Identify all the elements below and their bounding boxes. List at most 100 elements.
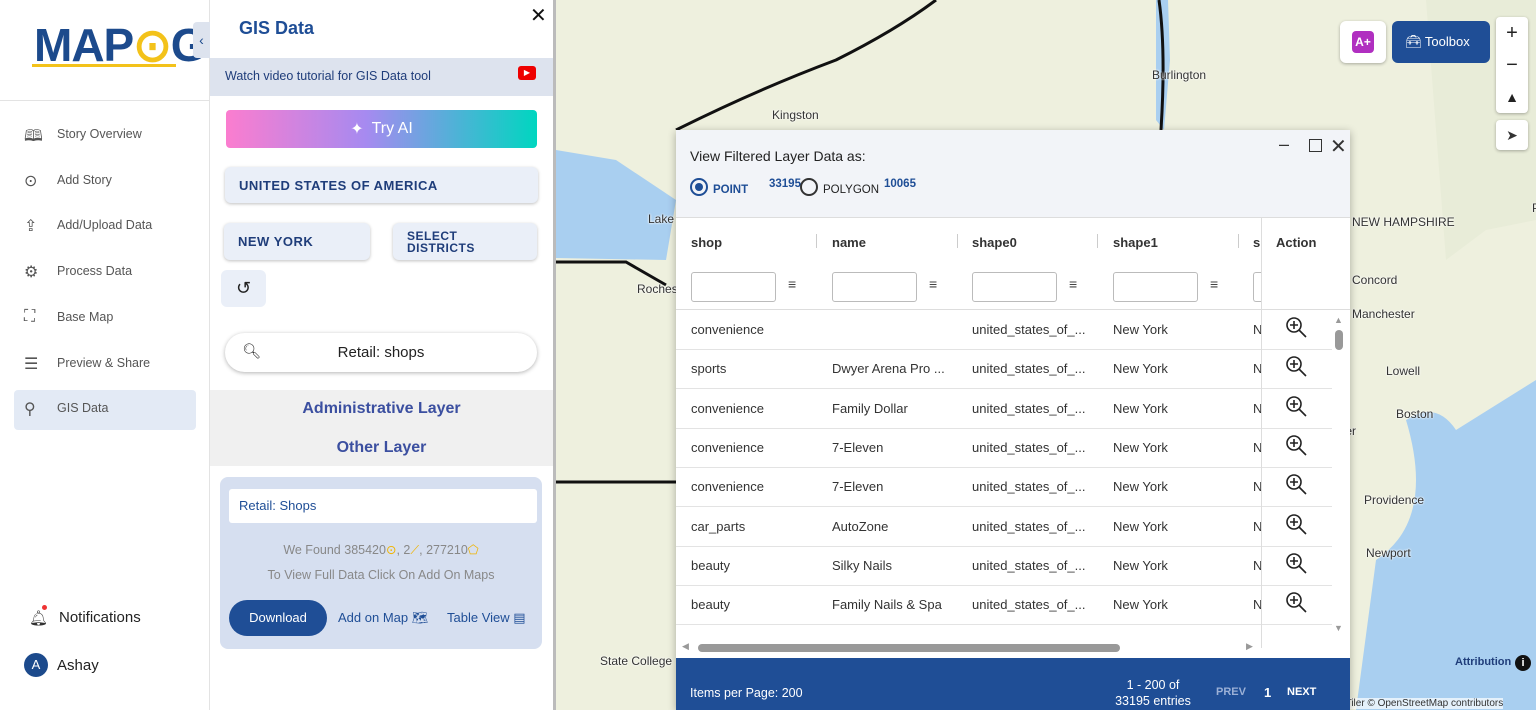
reset-button[interactable]: ↺ — [221, 270, 266, 307]
filter-icon[interactable]: ≡ — [1069, 276, 1078, 292]
cell: united_states_of_... — [972, 439, 1086, 455]
zoom-to-feature[interactable] — [1284, 472, 1310, 501]
cell: united_states_of_... — [972, 518, 1086, 534]
zoom-to-feature[interactable] — [1284, 354, 1310, 383]
add-on-map[interactable]: Add on Map 🗺︎ — [338, 610, 428, 626]
row-border — [676, 388, 1332, 390]
table-view-label: Table View — [447, 610, 510, 625]
hscroll-thumb[interactable] — [698, 644, 1120, 652]
cell: 7-Eleven — [832, 479, 884, 495]
prev[interactable]: PREV — [1216, 686, 1246, 698]
maximize[interactable] — [1309, 139, 1322, 152]
zoom-icon — [1286, 356, 1307, 377]
lens — [1286, 395, 1302, 412]
layer[interactable]: Other Layer — [336, 439, 427, 456]
option-count: 33195 — [769, 178, 801, 190]
attribution[interactable]: Attribution — [1455, 656, 1512, 668]
compass[interactable]: ▲ — [1505, 89, 1519, 105]
filter-input[interactable] — [832, 272, 917, 302]
close-button[interactable]: ✕ — [530, 5, 547, 27]
filter-icon[interactable]: ≡ — [1210, 276, 1219, 292]
page-number[interactable]: 1 — [1264, 685, 1272, 700]
cell: Family Nails & Spa — [832, 597, 942, 613]
menu-item[interactable]: Add/Upload Data — [57, 218, 153, 233]
close[interactable]: ✕ — [1330, 136, 1347, 158]
scroll-down[interactable]: ▼ — [1334, 623, 1343, 633]
found-label: We Found — [283, 543, 341, 557]
minimize[interactable]: – — [1279, 134, 1290, 154]
filter-input[interactable] — [1253, 272, 1261, 302]
radio[interactable] — [800, 178, 818, 196]
filter-input[interactable] — [972, 272, 1057, 302]
state-select[interactable]: NEW YORK — [224, 223, 370, 260]
zoom-to-feature[interactable] — [1284, 315, 1310, 344]
cell: N — [1253, 597, 1261, 613]
splitter[interactable] — [553, 0, 556, 710]
sparkle-icon: ✦ — [350, 121, 364, 138]
cell: sports — [691, 361, 727, 377]
toolbox-button[interactable]: 🧰︎ Toolbox — [1392, 21, 1490, 63]
menu-item[interactable]: Process Data — [57, 264, 133, 279]
row-border — [676, 349, 1332, 350]
search-box[interactable]: 🔍︎ Retail: shops — [225, 333, 537, 372]
row-border — [676, 545, 1332, 547]
layer[interactable]: Administrative Layer — [302, 400, 461, 417]
menu-item[interactable]: GIS Data — [57, 401, 109, 416]
info-icon[interactable]: i — [1515, 655, 1531, 671]
scroll-right[interactable]: ▶ — [1246, 641, 1253, 651]
menu-item[interactable]: Base Map — [57, 309, 114, 324]
zoom-icon — [1286, 395, 1307, 417]
scroll-left[interactable]: ◀ — [682, 641, 689, 651]
avatar[interactable]: A — [24, 653, 48, 677]
entries: 33195 entries — [1115, 694, 1191, 708]
row-border — [676, 584, 1332, 586]
ai-button[interactable]: A+ — [1340, 21, 1386, 63]
menu-item[interactable]: Add Story — [57, 172, 112, 187]
menu-item[interactable]: Preview & Share — [57, 355, 151, 370]
radio[interactable] — [690, 178, 708, 196]
table-view[interactable]: Table View ▤ — [447, 610, 526, 626]
zoom-controls: + − ▲ — [1496, 17, 1528, 113]
zoom-to-feature[interactable] — [1284, 394, 1310, 423]
items-per-page[interactable]: Items per Page: 200 — [690, 686, 803, 700]
place-label: Lowell — [1386, 364, 1421, 378]
cell: N — [1253, 518, 1261, 534]
option-label[interactable]: POLYGON — [823, 184, 880, 196]
point-count: 385420 — [344, 543, 386, 557]
menu-item[interactable]: Story Overview — [57, 127, 142, 141]
menu-icon: ☰ — [24, 355, 39, 373]
collapse-button[interactable]: ‹ — [193, 22, 210, 58]
filter-input[interactable] — [1113, 272, 1198, 302]
locate-button[interactable]: ➤ — [1496, 120, 1528, 150]
row-border — [676, 624, 1332, 626]
cell: united_states_of_... — [972, 597, 1086, 613]
scroll-up[interactable]: ▲ — [1334, 315, 1343, 325]
zoom-icon — [1286, 435, 1307, 456]
zoom-in[interactable]: + — [1506, 22, 1518, 44]
column-separator — [816, 234, 817, 248]
lens-mark — [1290, 517, 1307, 535]
notifications[interactable]: Notifications — [59, 609, 141, 626]
zoom-to-feature[interactable] — [1284, 590, 1310, 619]
pagination: Items per Page: 200 1 - 200 of 33195 ent… — [676, 658, 1350, 710]
lens — [1286, 435, 1302, 451]
country-select[interactable]: UNITED STATES OF AMERICA — [225, 167, 538, 203]
filter-icon[interactable]: ≡ — [929, 276, 938, 292]
next[interactable]: NEXT — [1287, 686, 1317, 698]
tutorial-bar[interactable]: Watch video tutorial for GIS Data tool ▶ — [210, 58, 553, 96]
zoom-out[interactable]: − — [1506, 54, 1518, 76]
filter-icon[interactable]: ≡ — [788, 276, 797, 292]
zoom-to-feature[interactable] — [1284, 433, 1310, 462]
zoom-to-feature[interactable] — [1284, 551, 1310, 580]
action-divider — [1261, 218, 1262, 648]
download-button[interactable]: Download — [229, 600, 327, 636]
cell: convenience — [691, 400, 764, 416]
zoom-to-feature[interactable] — [1284, 512, 1310, 541]
option-label[interactable]: POINT — [713, 184, 749, 196]
district-select[interactable]: SELECT DISTRICTS — [393, 223, 537, 260]
filter-input[interactable] — [691, 272, 776, 302]
try-ai-button[interactable]: ✦ Try AI — [226, 110, 537, 148]
place-label: Lake — [648, 212, 675, 226]
scroll-thumb[interactable] — [1335, 330, 1343, 350]
border — [675, 0, 937, 132]
